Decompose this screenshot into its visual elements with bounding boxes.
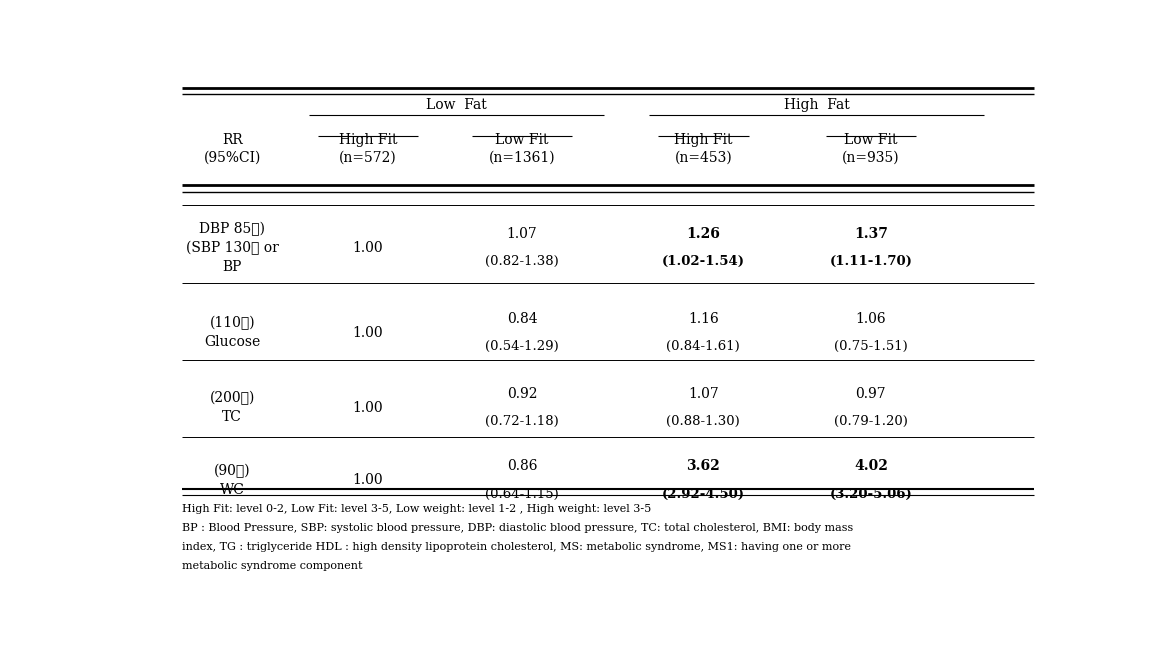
- Text: (SBP 130≧ or: (SBP 130≧ or: [186, 241, 278, 255]
- Text: (2.92-4.50): (2.92-4.50): [662, 487, 745, 500]
- Text: High Fit: level 0-2, Low Fit: level 3-5, Low weight: level 1-2 , High weight: le: High Fit: level 0-2, Low Fit: level 3-5,…: [182, 504, 651, 513]
- Text: 1.06: 1.06: [856, 312, 886, 326]
- Text: High Fit: High Fit: [339, 133, 397, 147]
- Text: (1.11-1.70): (1.11-1.70): [830, 255, 912, 268]
- Text: Low Fit: Low Fit: [844, 133, 898, 147]
- Text: (0.75-1.51): (0.75-1.51): [833, 340, 908, 353]
- Text: 4.02: 4.02: [855, 459, 887, 473]
- Text: 1.00: 1.00: [353, 326, 383, 339]
- Text: (0.54-1.29): (0.54-1.29): [485, 340, 559, 353]
- Text: 1.07: 1.07: [506, 227, 538, 241]
- Text: (n=1361): (n=1361): [489, 151, 555, 165]
- Text: (90≧): (90≧): [214, 463, 250, 478]
- Text: (n=935): (n=935): [842, 151, 900, 165]
- Text: RR: RR: [222, 133, 243, 147]
- Text: 0.97: 0.97: [856, 387, 886, 400]
- Text: 0.86: 0.86: [507, 459, 538, 473]
- Text: (95%CI): (95%CI): [203, 151, 261, 165]
- Text: (0.82-1.38): (0.82-1.38): [485, 255, 559, 268]
- Text: TC: TC: [222, 410, 242, 424]
- Text: (110≧): (110≧): [209, 316, 255, 330]
- Text: (1.02-1.54): (1.02-1.54): [662, 255, 745, 268]
- Text: High  Fat: High Fat: [783, 99, 850, 112]
- Text: Low  Fat: Low Fat: [426, 99, 486, 112]
- Text: WC: WC: [220, 483, 244, 496]
- Text: 1.16: 1.16: [687, 312, 719, 326]
- Text: BP : Blood Pressure, SBP: systolic blood pressure, DBP: diastolic blood pressure: BP : Blood Pressure, SBP: systolic blood…: [182, 522, 853, 533]
- Text: index, TG : triglyceride HDL : high density lipoprotein cholesterol, MS: metabol: index, TG : triglyceride HDL : high dens…: [182, 542, 851, 552]
- Text: (0.64-1.15): (0.64-1.15): [485, 487, 559, 500]
- Text: 3.62: 3.62: [686, 459, 720, 473]
- Text: 1.07: 1.07: [687, 387, 719, 400]
- Text: 1.26: 1.26: [686, 227, 720, 241]
- Text: Glucose: Glucose: [205, 336, 261, 349]
- Text: 0.84: 0.84: [507, 312, 538, 326]
- Text: DBP 85≧): DBP 85≧): [199, 222, 265, 236]
- Text: (0.88-1.30): (0.88-1.30): [666, 415, 740, 428]
- Text: 1.37: 1.37: [855, 227, 887, 241]
- Text: metabolic syndrome component: metabolic syndrome component: [182, 561, 362, 570]
- Text: Low Fit: Low Fit: [496, 133, 549, 147]
- Text: (0.79-1.20): (0.79-1.20): [833, 415, 908, 428]
- Text: (0.72-1.18): (0.72-1.18): [485, 415, 559, 428]
- Text: (n=453): (n=453): [675, 151, 732, 165]
- Text: 1.00: 1.00: [353, 400, 383, 415]
- Text: BP: BP: [222, 260, 242, 274]
- Text: (n=572): (n=572): [339, 151, 397, 165]
- Text: (3.20-5.06): (3.20-5.06): [830, 487, 912, 500]
- Text: High Fit: High Fit: [675, 133, 733, 147]
- Text: 1.00: 1.00: [353, 473, 383, 487]
- Text: 1.00: 1.00: [353, 241, 383, 255]
- Text: (0.84-1.61): (0.84-1.61): [666, 340, 740, 353]
- Text: 0.92: 0.92: [507, 387, 538, 400]
- Text: (200≧): (200≧): [209, 391, 255, 406]
